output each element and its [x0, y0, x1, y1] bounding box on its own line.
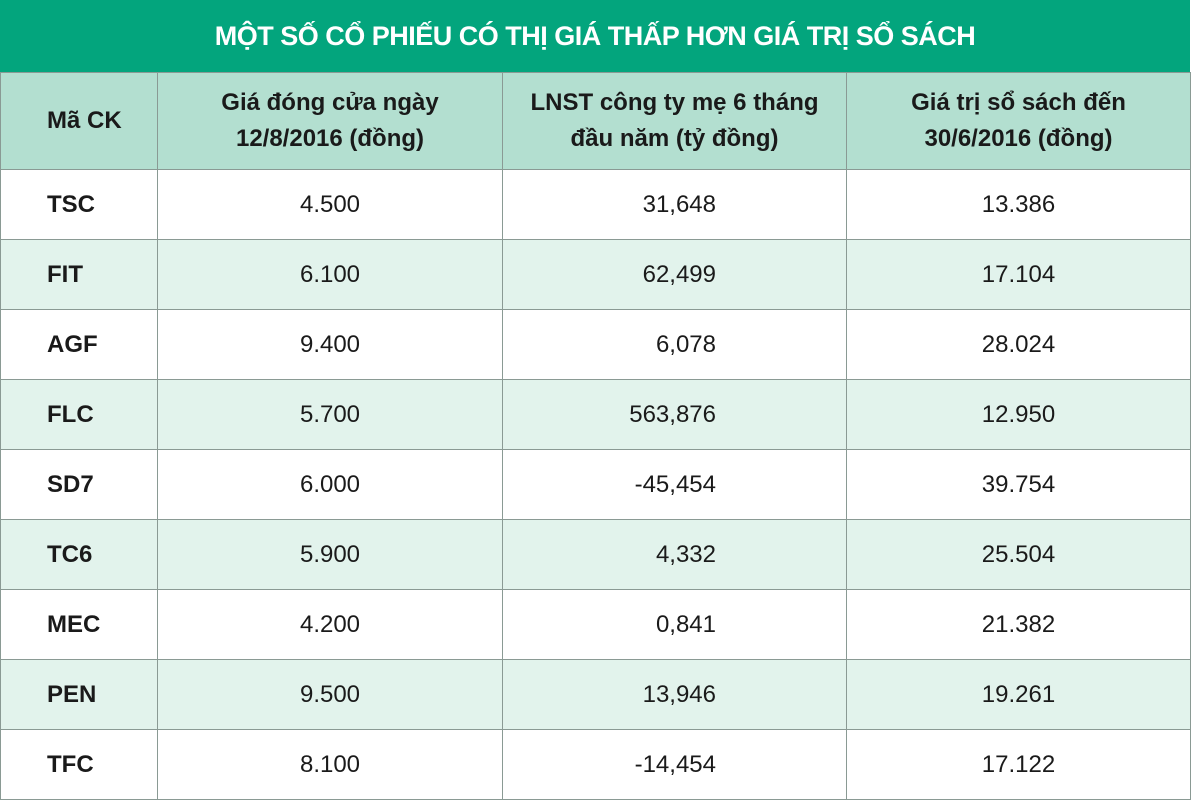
stock-code: PEN — [0, 659, 158, 730]
cell: 28.024 — [846, 309, 1191, 380]
cell: 39.754 — [846, 449, 1191, 520]
header-line: LNST công ty mẹ 6 tháng — [530, 89, 819, 116]
header-cell: Giá đóng cửa ngày 12/8/2016 (đồng) — [157, 72, 503, 170]
header-line: Giá trị sổ sách đến — [911, 89, 1126, 116]
table-row: PEN 9.500 13,946 19.261 — [0, 659, 1191, 730]
cell: 4.200 — [157, 589, 503, 660]
cell: -45,454 — [502, 449, 847, 520]
table-row: AGF 9.400 6,078 28.024 — [0, 309, 1191, 380]
header-row: Mã CK Giá đóng cửa ngày 12/8/2016 (đồng) LN… — [0, 72, 1191, 170]
cell: -14,454 — [502, 729, 847, 800]
table: Mã CK Giá đóng cửa ngày 12/8/2016 (đồng) LN… — [0, 72, 1191, 800]
cell: 6,078 — [502, 309, 847, 380]
header-line: Mã CK — [47, 107, 122, 134]
stock-code: TC6 — [0, 519, 158, 590]
header-line: Giá đóng cửa ngày — [221, 89, 439, 116]
header-line: đầu năm (tỷ đồng) — [570, 125, 779, 152]
table-row: MEC 4.200 0,841 21.382 — [0, 589, 1191, 660]
table-row: TFC 8.100 -14,454 17.122 — [0, 729, 1191, 800]
cell: 6.100 — [157, 239, 503, 310]
stock-code: SD7 — [0, 449, 158, 520]
cell: 6.000 — [157, 449, 503, 520]
table-row: TSC 4.500 31,648 13.386 — [0, 169, 1191, 240]
table-row: SD7 6.000 -45,454 39.754 — [0, 449, 1191, 520]
cell: 563,876 — [502, 379, 847, 450]
cell: 13,946 — [502, 659, 847, 730]
cell: 31,648 — [502, 169, 847, 240]
cell: 5.900 — [157, 519, 503, 590]
table-row: FIT 6.100 62,499 17.104 — [0, 239, 1191, 310]
stock-code: FIT — [0, 239, 158, 310]
cell: 17.122 — [846, 729, 1191, 800]
cell: 9.500 — [157, 659, 503, 730]
stock-code: AGF — [0, 309, 158, 380]
cell: 9.400 — [157, 309, 503, 380]
stock-code: TSC — [0, 169, 158, 240]
cell: 5.700 — [157, 379, 503, 450]
cell: 12.950 — [846, 379, 1191, 450]
table-row: TC6 5.900 4,332 25.504 — [0, 519, 1191, 590]
cell: 8.100 — [157, 729, 503, 800]
title: MỘT SỐ CỔ PHIẾU CÓ THỊ GIÁ THẤP HƠN GIÁ … — [0, 0, 1190, 72]
cell: 4,332 — [502, 519, 847, 590]
infographic: MỘT SỐ CỔ PHIẾU CÓ THỊ GIÁ THẤP HƠN GIÁ … — [0, 0, 1191, 800]
stock-code: MEC — [0, 589, 158, 660]
header-cell: Mã CK — [0, 72, 158, 170]
header-cell: LNST công ty mẹ 6 tháng đầu năm (tỷ đồng) — [502, 72, 847, 170]
cell: 4.500 — [157, 169, 503, 240]
cell: 13.386 — [846, 169, 1191, 240]
cell: 17.104 — [846, 239, 1191, 310]
table-body: TSC 4.500 31,648 13.386 FIT 6.100 62,499 17.104… — [0, 169, 1191, 800]
header-cell: Giá trị sổ sách đến 30/6/2016 (đồng) — [846, 72, 1191, 170]
cell: 25.504 — [846, 519, 1191, 590]
cell: 62,499 — [502, 239, 847, 310]
header-line: 30/6/2016 (đồng) — [924, 125, 1113, 152]
cell: 0,841 — [502, 589, 847, 660]
stock-code: TFC — [0, 729, 158, 800]
stock-code: FLC — [0, 379, 158, 450]
table-row: FLC 5.700 563,876 12.950 — [0, 379, 1191, 450]
cell: 19.261 — [846, 659, 1191, 730]
header-line: 12/8/2016 (đồng) — [235, 125, 425, 152]
cell: 21.382 — [846, 589, 1191, 660]
